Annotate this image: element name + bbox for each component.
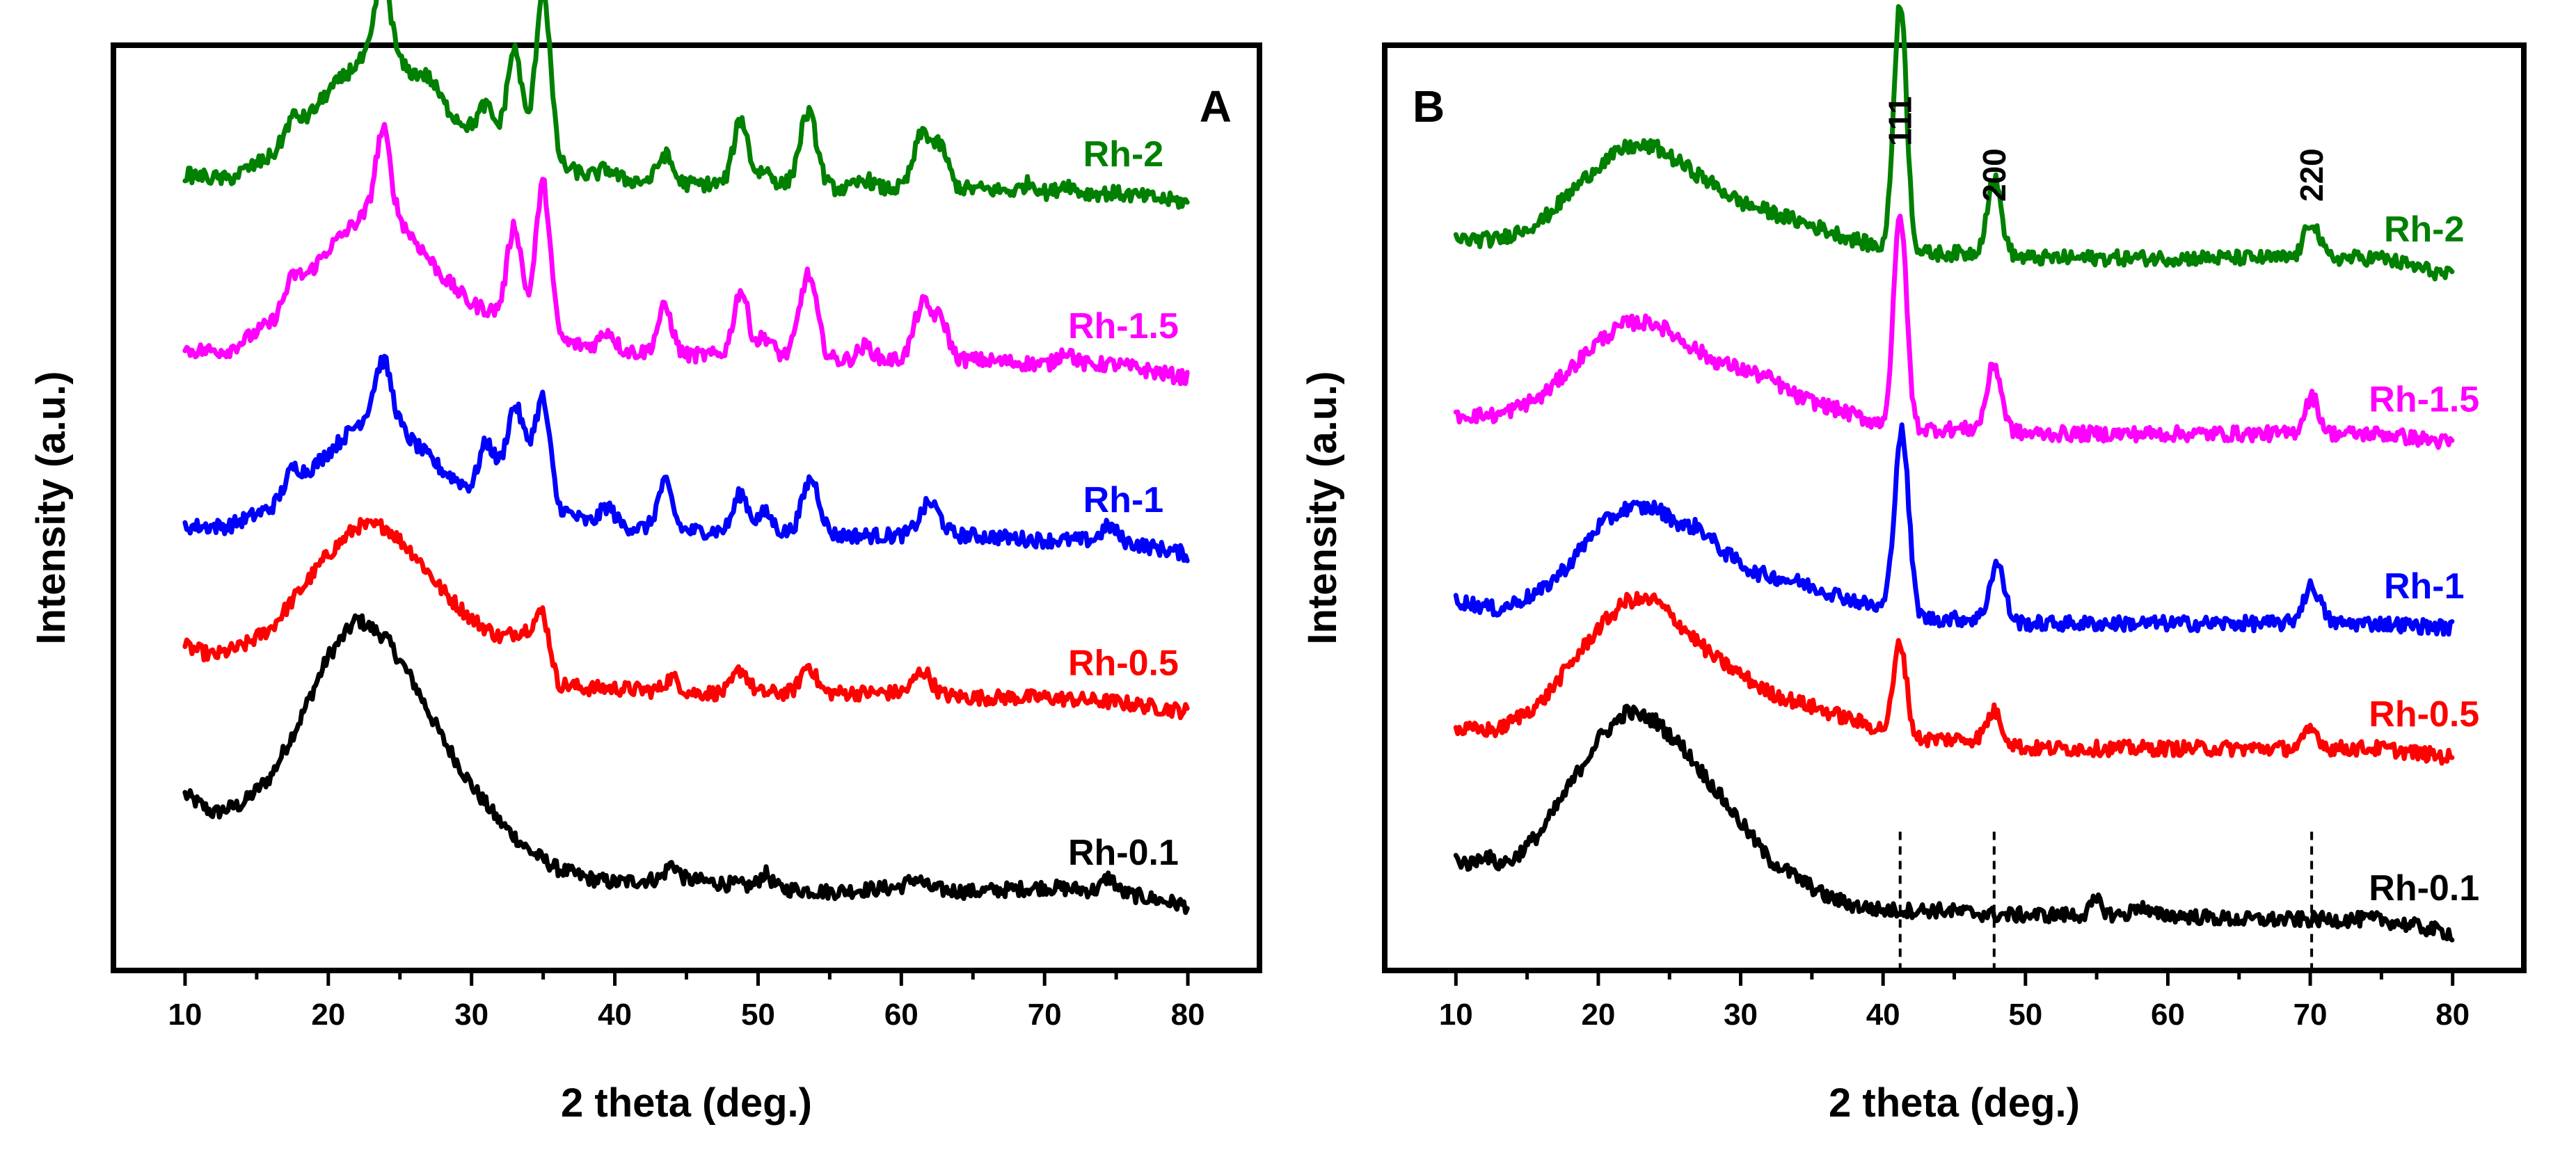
reference-label-220: 220: [2293, 148, 2330, 202]
series-line-Rh-0.5: [1453, 591, 2455, 766]
series-line-Rh-1: [1453, 422, 2455, 637]
series-line-Rh-0.5: [182, 517, 1190, 721]
x-axis-label: 2 theta (deg.): [1829, 1080, 2080, 1126]
x-tick-label: 50: [2008, 998, 2042, 1032]
x-tick-label: 20: [311, 998, 345, 1032]
series-line-Rh-2: [1453, 3, 2455, 282]
series-label-Rh-0.1: Rh-0.1: [2369, 868, 2479, 909]
series-label-Rh-1: Rh-1: [1083, 480, 1164, 520]
plot-frame: [1382, 42, 2527, 973]
x-tick-label: 30: [454, 998, 488, 1032]
x-tick-label: 70: [2293, 998, 2328, 1032]
x-tick-label: 30: [1724, 998, 1758, 1032]
x-tick-label: 40: [1866, 998, 1900, 1032]
y-axis-label: Intensity (a.u.): [29, 371, 74, 644]
x-tick-label: 10: [168, 998, 202, 1032]
series-label-Rh-1.5: Rh-1.5: [1068, 306, 1179, 346]
series-label-Rh-2: Rh-2: [1083, 134, 1164, 175]
series-line-Rh-0.1: [182, 613, 1190, 916]
x-tick-label: 60: [884, 998, 919, 1032]
x-tick-label: 10: [1439, 998, 1473, 1032]
panel-b: 10 20 30 40 50 60 70 80 2 theta (deg.) Intensity …: [1300, 3, 2527, 1126]
series-label-Rh-0.5: Rh-0.5: [1068, 644, 1179, 684]
y-axis-label: Intensity (a.u.): [1300, 371, 1345, 644]
x-tick-label: 50: [741, 998, 775, 1032]
reference-label-111: 111: [1882, 96, 1918, 146]
series-line-Rh-1.5: [182, 122, 1190, 386]
panel-label: B: [1413, 81, 1445, 131]
x-tick-label: 40: [598, 998, 632, 1032]
series-label-Rh-0.1: Rh-0.1: [1068, 833, 1179, 873]
series-line-Rh-1.5: [1453, 214, 2455, 450]
panel-a: 10 20 30 40 50 60 70 80 2 theta (deg.) Intensity …: [29, 0, 1262, 1126]
series-label-Rh-1.5: Rh-1.5: [2369, 380, 2479, 420]
x-tick-label: 70: [1028, 998, 1062, 1032]
series-label-Rh-0.5: Rh-0.5: [2369, 694, 2479, 735]
x-tick-label: 80: [2435, 998, 2470, 1032]
x-tick-label: 80: [1171, 998, 1205, 1032]
panel-label: A: [1200, 81, 1232, 131]
x-tick-label: 20: [1581, 998, 1615, 1032]
x-tick-label: 60: [2151, 998, 2185, 1032]
series-line-Rh-1: [182, 353, 1190, 563]
reference-label-200: 200: [1976, 148, 2012, 202]
series-line-Rh-2: [182, 0, 1190, 210]
x-axis-label: 2 theta (deg.): [561, 1080, 812, 1126]
series-label-Rh-1: Rh-1: [2384, 566, 2465, 607]
series-line-Rh-0.1: [1453, 703, 2455, 943]
series-label-Rh-2: Rh-2: [2384, 209, 2465, 250]
